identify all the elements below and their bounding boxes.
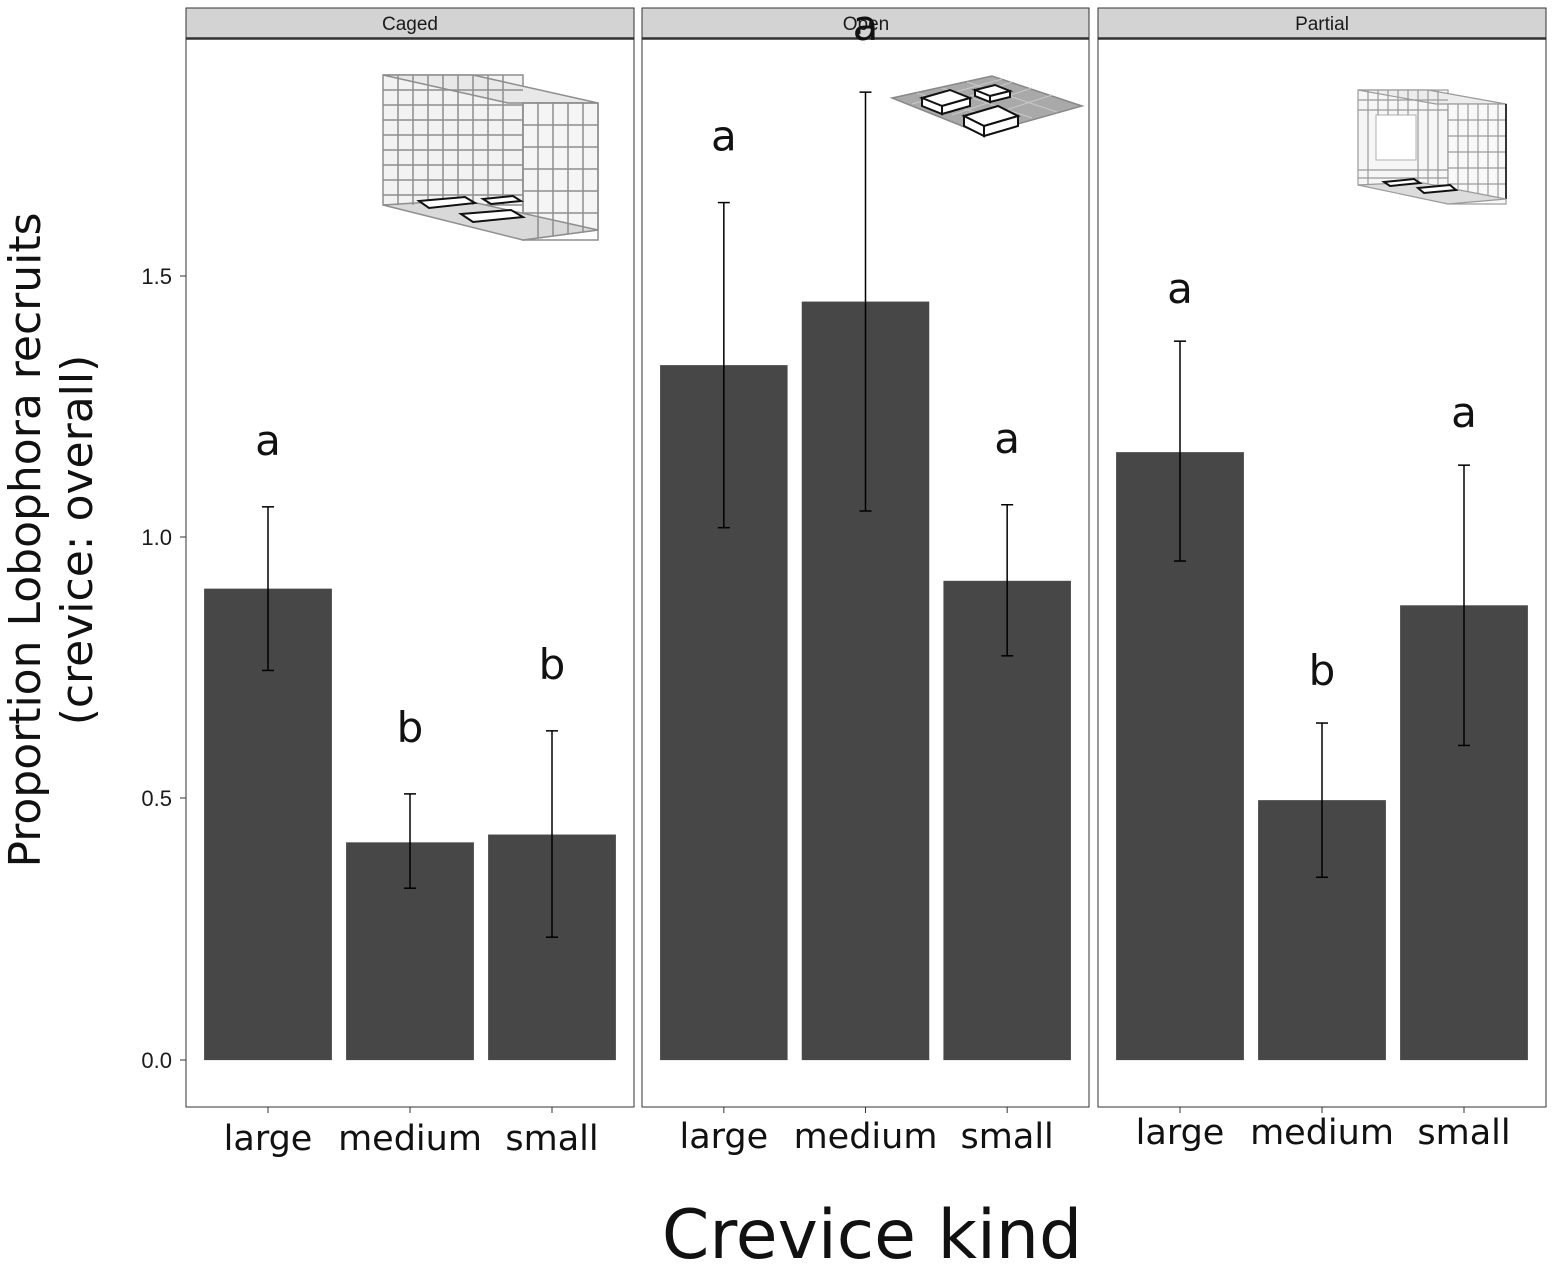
x-tick-label: small	[1417, 1113, 1510, 1153]
facet-panel-open: Open a a a	[641, 1, 1090, 1108]
open-plot-icon	[889, 75, 1085, 138]
facet-strip-label: Partial	[1295, 14, 1349, 35]
facet-strip	[185, 7, 635, 39]
facet-strip	[1097, 7, 1547, 39]
facet-strip-label: Caged	[382, 14, 438, 35]
significance-label: a	[1167, 264, 1193, 313]
significance-label: b	[539, 640, 566, 689]
facet-marks: a b b	[204, 416, 616, 1061]
y-tick-label: 1.0	[141, 525, 172, 550]
bar	[943, 580, 1071, 1061]
y-axis-title-line-1: Proportion Lobophora recruits	[0, 212, 51, 867]
y-tick-label: 0.0	[141, 1048, 172, 1073]
y-tick-label: 1.5	[141, 264, 172, 289]
significance-label: b	[397, 703, 424, 752]
x-tick-label: large	[679, 1117, 768, 1157]
x-tick-label: medium	[794, 1117, 938, 1157]
facet-strip	[641, 7, 1090, 39]
facet-panel-partial: Partial a b a	[1097, 7, 1547, 1108]
facet-marks: a b a	[1116, 264, 1528, 1061]
x-tick-label: large	[1136, 1113, 1225, 1153]
facet-strip-label: Open	[843, 14, 889, 35]
y-axis-title: Proportion Lobophora recruits (crevice: …	[0, 212, 103, 867]
facet-panel-caged: Caged a b b	[185, 7, 635, 1108]
y-tick-label: 0.5	[141, 786, 172, 811]
significance-label: a	[994, 414, 1020, 463]
y-axis-title-line-2: (crevice: overall)	[52, 355, 103, 726]
significance-label: a	[255, 416, 281, 465]
partial-cage-icon	[1357, 89, 1507, 205]
x-axis: large medium small large medium small large med…	[224, 1107, 1511, 1159]
x-tick-label: medium	[1250, 1113, 1394, 1153]
x-tick-label: large	[224, 1119, 313, 1159]
significance-label: a	[711, 112, 737, 161]
closed-cage-icon	[382, 74, 599, 241]
x-tick-label: medium	[338, 1119, 482, 1159]
significance-label: b	[1309, 646, 1336, 695]
y-axis: 0.0 0.5 1.0 1.5	[141, 264, 186, 1073]
facet-marks: a a a	[660, 1, 1071, 1061]
x-tick-label: small	[961, 1117, 1054, 1157]
x-tick-label: small	[505, 1119, 598, 1159]
significance-label: a	[1451, 388, 1477, 437]
significance-label: a	[853, 1, 879, 50]
x-axis-title: Crevice kind	[662, 1196, 1082, 1275]
